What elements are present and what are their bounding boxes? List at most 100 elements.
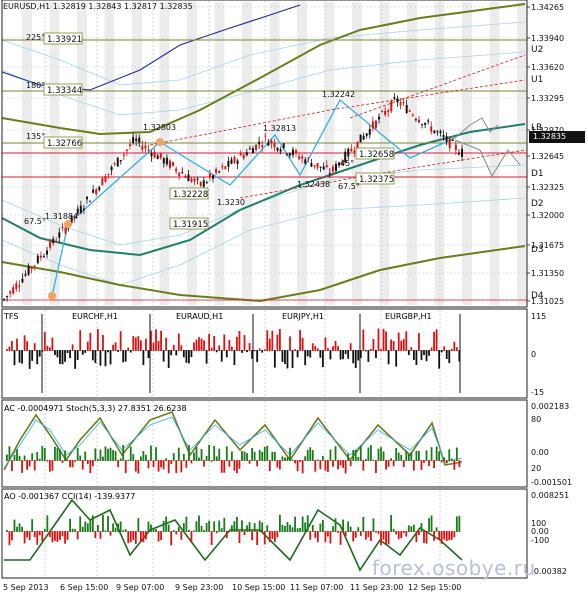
indicator-bar [243, 451, 246, 461]
indicator-bar [415, 450, 418, 461]
indicator-bar [94, 350, 97, 364]
candle-body [187, 174, 190, 182]
indicator-bar [385, 460, 387, 470]
indicator-bar [139, 340, 142, 351]
time-band [77, 2, 87, 305]
tfs-tick: 115 [531, 312, 546, 321]
indicator-bar [233, 460, 236, 471]
candle-body [288, 153, 291, 156]
indicator-bar [94, 531, 97, 539]
indicator-bar [327, 531, 329, 537]
indicator-bar [246, 350, 248, 353]
indicator-bar [241, 520, 243, 532]
candle-body [457, 153, 460, 155]
indicator-bar [382, 531, 385, 540]
indicator-bar [225, 446, 228, 461]
indicator-bar [344, 531, 347, 537]
gann-angle: 135° [26, 132, 45, 141]
indicator-bar [337, 531, 339, 533]
indicator-bar [200, 525, 203, 532]
indicator-bar [410, 526, 413, 532]
indicator-bar [134, 531, 137, 544]
indicator-bar [253, 350, 256, 352]
indicator-bar [21, 460, 23, 473]
indicator-bar [13, 350, 16, 366]
indicator-bar [268, 460, 271, 472]
indicator-bar [316, 348, 319, 351]
ac-label: AC -0.0004971 Stoch(5,3,3) 27.8351 26.62… [4, 404, 187, 413]
indicator-bar [455, 347, 458, 351]
indicator-bar [415, 350, 418, 365]
indicator-bar [230, 451, 233, 461]
pair-euraud: EURAUD,H1 [176, 312, 224, 321]
indicator-bar [114, 342, 117, 351]
indicator-bar [175, 460, 178, 474]
indicator-bar [190, 460, 193, 464]
forecast-line [454, 139, 521, 178]
indicator-bar [256, 531, 259, 546]
indicator-bar [281, 350, 284, 362]
right-level-label: D3 [531, 245, 544, 255]
indicator-bar [127, 459, 130, 461]
indicator-bar [362, 460, 365, 471]
candle-body [205, 182, 208, 184]
indicator-bar [64, 531, 66, 544]
indicator-bar [337, 346, 339, 351]
pivot-marker [48, 292, 56, 300]
indicator-bar [289, 336, 291, 351]
indicator-bar [109, 350, 112, 365]
indicator-bar [180, 460, 183, 473]
indicator-bar [71, 528, 74, 532]
indicator-bar [448, 449, 451, 461]
indicator-bar [41, 445, 44, 461]
candle-body [433, 130, 436, 134]
indicator-bar [193, 452, 195, 461]
candle-body [165, 157, 168, 165]
indicator-bar [248, 460, 251, 464]
indicator-bar [385, 331, 387, 351]
indicator-bar [327, 348, 329, 351]
indicator-bar [230, 346, 233, 351]
candle-body [411, 114, 414, 116]
ao-tick: 0.008251 [531, 491, 569, 500]
indicator-bar [405, 450, 408, 461]
level-box-value: 1.32766 [47, 139, 82, 149]
indicator-bar [291, 527, 294, 532]
indicator-bar [26, 531, 29, 538]
indicator-bar [266, 525, 269, 532]
candle-body [3, 298, 5, 300]
candle-body [18, 285, 21, 287]
pivot-marker [64, 220, 72, 228]
candle-body [248, 148, 251, 150]
candle-body [393, 97, 396, 99]
candle-body [427, 120, 430, 122]
indicator-bar [258, 449, 261, 461]
level-box [43, 136, 83, 149]
candle-body [122, 154, 125, 156]
price-tick: 1.33940 [531, 34, 564, 43]
indicator-bar [162, 520, 165, 532]
indicator-bar [430, 447, 433, 461]
indicator-bar [276, 334, 279, 351]
indicator-bar [205, 350, 208, 364]
indicator-bar [13, 455, 16, 461]
indicator-bar [122, 350, 125, 363]
indicator-bar [324, 460, 327, 471]
indicator-bar [433, 531, 435, 541]
indicator-bar [309, 350, 312, 358]
right-level-label: D2 [531, 199, 544, 209]
candle-body [85, 196, 88, 200]
indicator-bar [309, 447, 312, 461]
indicator-bar [364, 531, 367, 540]
indicator-bar [59, 531, 61, 540]
pivot-value: 1.31884 [45, 212, 78, 221]
ao-label: AO -0.001367 CCI(14) -139.9377 [4, 492, 136, 501]
candle-body [338, 162, 341, 166]
indicator-bar [380, 447, 382, 461]
candle-body [79, 205, 82, 213]
indicator-bar [43, 331, 46, 351]
indicator-bar [79, 455, 82, 461]
candle-body [285, 153, 288, 155]
candle-body [30, 266, 33, 270]
indicator-bar [458, 350, 461, 362]
